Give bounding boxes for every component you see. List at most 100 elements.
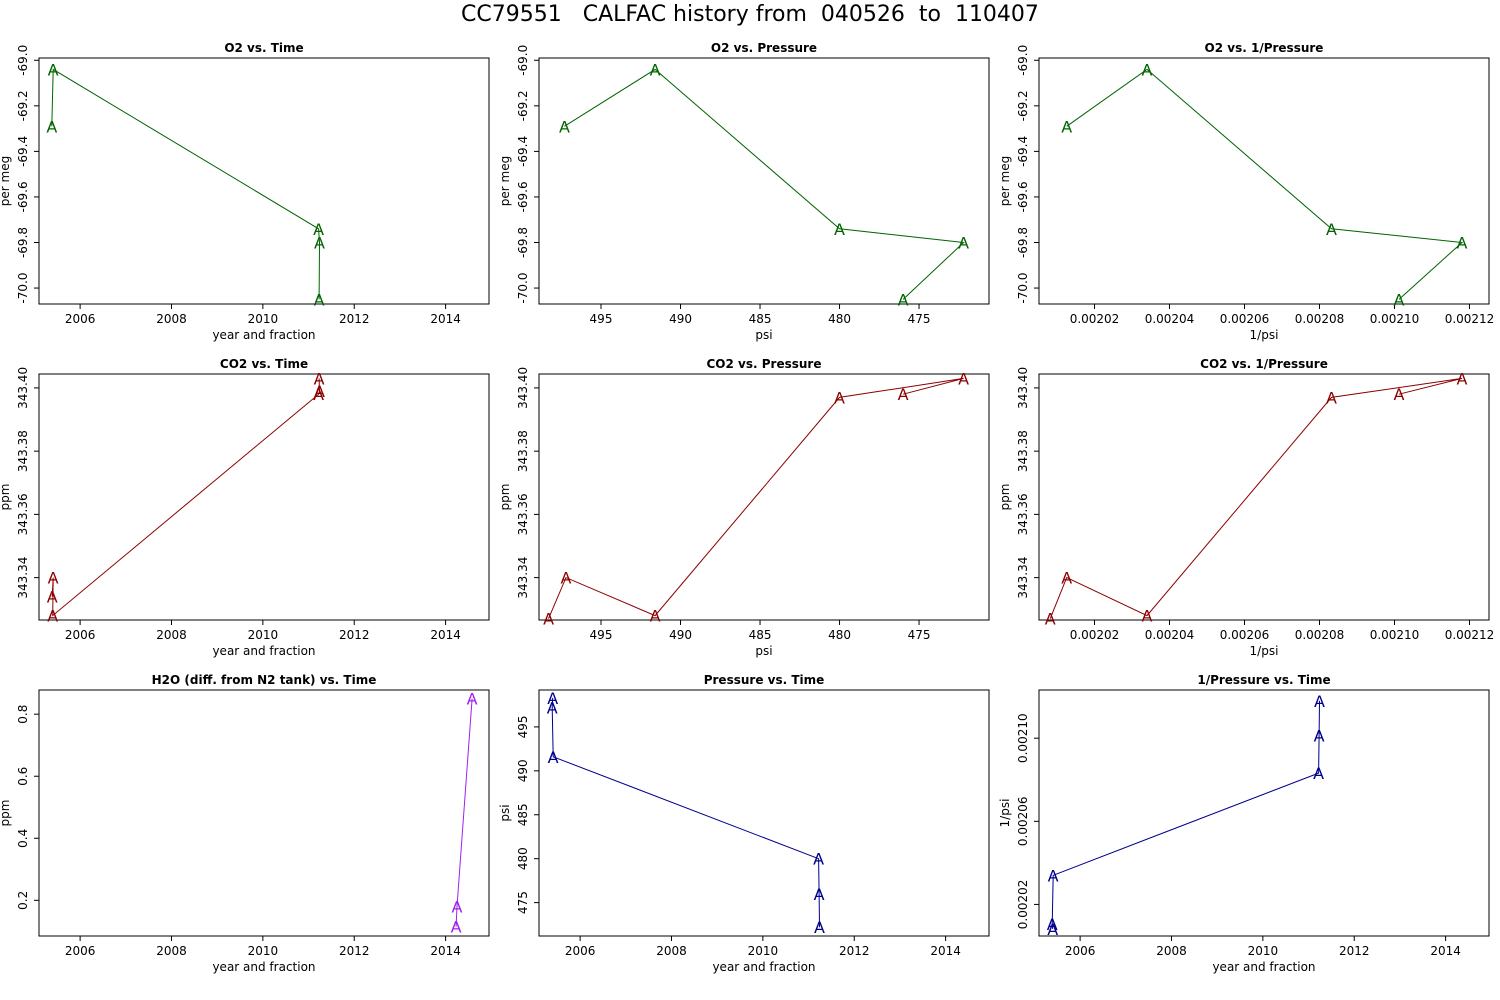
data-point: A — [547, 689, 558, 708]
y-tick-label: 343.34 — [516, 557, 530, 599]
chart-title: CO2 vs. Pressure — [707, 357, 822, 371]
data-point: A — [1314, 727, 1325, 746]
chart-title: O2 vs. 1/Pressure — [1205, 41, 1324, 55]
x-tick-label: 2012 — [1339, 944, 1370, 958]
y-tick-label: 0.6 — [16, 767, 30, 786]
x-tick-label: 0.00204 — [1145, 312, 1195, 326]
data-point: A — [1313, 764, 1324, 783]
y-tick-label: 343.38 — [1016, 430, 1030, 472]
x-tick-label: 0.00212 — [1445, 312, 1495, 326]
y-tick-label: -69.0 — [16, 45, 30, 76]
y-tick-label: -69.4 — [1016, 136, 1030, 167]
chart-title: H2O (diff. from N2 tank) vs. Time — [152, 673, 377, 687]
x-tick-label: 2012 — [339, 312, 370, 326]
data-point: A — [547, 699, 558, 718]
x-tick-label: 2008 — [656, 944, 687, 958]
data-point: A — [1326, 388, 1337, 407]
x-tick-label: 2010 — [248, 312, 279, 326]
x-tick-label: 0.00202 — [1070, 312, 1120, 326]
series-line — [551, 697, 820, 928]
y-tick-label: -69.8 — [1016, 227, 1030, 258]
x-tick-label: 2012 — [839, 944, 870, 958]
x-tick-label: 2006 — [1065, 944, 1096, 958]
x-axis-label: 1/psi — [1250, 328, 1279, 342]
y-tick-label: -69.2 — [16, 90, 30, 121]
x-tick-label: 2008 — [1156, 944, 1187, 958]
data-point: A — [47, 607, 58, 626]
x-axis-label: psi — [755, 328, 772, 342]
x-tick-label: 0.00208 — [1295, 312, 1345, 326]
y-tick-label: 495 — [516, 715, 530, 738]
x-tick-label: 475 — [908, 312, 931, 326]
data-point: A — [1326, 220, 1337, 239]
x-tick-label: 0.00204 — [1145, 628, 1195, 642]
y-tick-label: 0.00210 — [1016, 713, 1030, 763]
series-line — [548, 377, 964, 619]
y-tick-label: -70.0 — [1016, 273, 1030, 304]
series-line — [564, 68, 965, 300]
x-tick-label: 2008 — [156, 628, 187, 642]
plot-frame — [38, 689, 490, 937]
y-tick-label: 475 — [516, 891, 530, 914]
chart-panel-2: O2 vs. Pressure 495 490 485 480 475 psi -69.0 -6… — [498, 41, 990, 342]
data-point: A — [1314, 692, 1325, 711]
y-tick-label: 0.8 — [16, 705, 30, 724]
y-tick-label: -69.0 — [1016, 45, 1030, 76]
x-tick-label: 2010 — [248, 628, 279, 642]
plot-frame — [1038, 373, 1490, 621]
y-axis-label: per meg — [0, 156, 12, 206]
x-tick-label: 2014 — [930, 944, 961, 958]
series-line — [1066, 68, 1464, 300]
data-point: A — [1061, 117, 1072, 136]
x-tick-label: 480 — [828, 628, 851, 642]
chart-panel-3: O2 vs. 1/Pressure 0.00202 0.00204 0.00206 0.… — [998, 41, 1494, 342]
data-point: A — [1457, 234, 1468, 253]
y-tick-label: 343.36 — [16, 493, 30, 535]
x-tick-label: 480 — [828, 312, 851, 326]
data-point: A — [314, 290, 325, 309]
page-title: CC79551 CALFAC history from 040526 to 11… — [461, 2, 1039, 27]
y-tick-label: -69.6 — [16, 181, 30, 212]
x-tick-label: 2006 — [65, 628, 96, 642]
y-axis-label: per meg — [498, 156, 512, 206]
data-point: A — [898, 385, 909, 404]
x-tick-label: 0.00206 — [1220, 628, 1270, 642]
series-line — [51, 68, 321, 300]
y-tick-label: -69.8 — [516, 227, 530, 258]
data-point: A — [314, 369, 325, 388]
y-tick-label: 343.36 — [516, 493, 530, 535]
y-axis-label: ppm — [498, 484, 512, 511]
chart-panel-4: CO2 vs. Time 2006 2008 2010 2012 2014 year and… — [0, 357, 490, 658]
data-point: A — [650, 607, 661, 626]
x-tick-label: 0.00210 — [1370, 628, 1420, 642]
y-tick-label: -69.2 — [1016, 90, 1030, 121]
y-axis-label: per meg — [998, 156, 1012, 206]
x-tick-label: 2014 — [430, 944, 461, 958]
plot-frame — [1038, 689, 1490, 937]
y-tick-label: 343.40 — [516, 367, 530, 409]
x-axis-label: year and fraction — [212, 328, 315, 342]
y-axis-label: ppm — [0, 800, 12, 827]
x-tick-label: 2008 — [156, 944, 187, 958]
data-point: A — [1047, 920, 1058, 939]
data-point: A — [48, 569, 59, 588]
y-tick-label: -69.0 — [516, 45, 530, 76]
data-point: A — [958, 234, 969, 253]
x-tick-label: 0.00206 — [1220, 312, 1270, 326]
data-point: A — [1142, 60, 1153, 79]
y-tick-label: 343.40 — [16, 367, 30, 409]
y-tick-label: 490 — [516, 759, 530, 782]
chart-panel-6: CO2 vs. 1/Pressure 0.00202 0.00204 0.00206 0… — [998, 357, 1494, 658]
data-point: A — [559, 117, 570, 136]
y-tick-label: -69.6 — [1016, 181, 1030, 212]
y-tick-label: 0.00206 — [1016, 796, 1030, 846]
x-tick-label: 2006 — [565, 944, 596, 958]
y-tick-label: -69.4 — [516, 136, 530, 167]
x-tick-label: 485 — [749, 628, 772, 642]
data-point: A — [451, 918, 462, 937]
y-tick-label: -70.0 — [516, 273, 530, 304]
y-tick-label: 480 — [516, 847, 530, 870]
y-tick-label: 343.38 — [16, 430, 30, 472]
chart-panel-5: CO2 vs. Pressure 495 490 485 480 475 psi 343.34… — [498, 357, 990, 658]
